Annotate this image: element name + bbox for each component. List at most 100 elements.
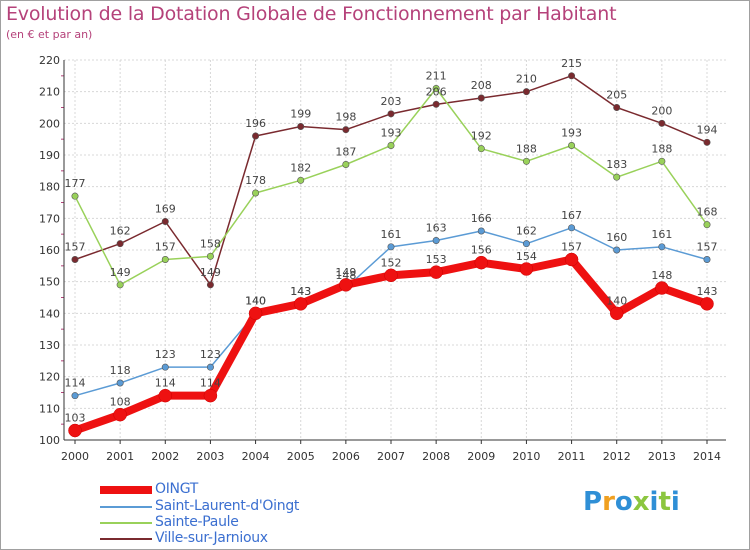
x-tick-label: 2014 xyxy=(693,450,721,463)
data-point xyxy=(522,88,530,96)
legend-label-oingt: OINGT xyxy=(155,481,199,497)
legend-label-sainte-paule: Sainte-Paule xyxy=(155,514,239,530)
data-point xyxy=(658,243,666,251)
data-point xyxy=(432,85,440,93)
legend-item-oingt: OINGT xyxy=(100,481,420,498)
legend-label-ville-sur-jarnioux: Ville-sur-Jarnioux xyxy=(155,530,268,546)
x-tick-label: 2007 xyxy=(377,450,405,463)
legend-item-saint-laurent-d-oingt: Saint-Laurent-d'Oingt xyxy=(100,498,420,515)
data-label: 215 xyxy=(561,57,582,70)
data-label: 143 xyxy=(290,285,311,298)
y-tick-label: 190 xyxy=(39,149,60,162)
data-point xyxy=(71,392,79,400)
data-point xyxy=(474,255,489,270)
data-label: 157 xyxy=(697,241,718,254)
y-tick-label: 110 xyxy=(39,402,60,415)
data-point xyxy=(252,189,260,197)
y-tick-label: 200 xyxy=(39,117,60,130)
data-label: 166 xyxy=(471,212,492,225)
data-label: 153 xyxy=(426,253,447,266)
data-point xyxy=(161,363,169,371)
data-point xyxy=(158,388,173,403)
data-point xyxy=(519,262,534,276)
data-point xyxy=(613,104,621,112)
data-point xyxy=(564,252,579,267)
data-label: 152 xyxy=(381,256,402,269)
data-label: 206 xyxy=(426,85,447,98)
data-point xyxy=(703,138,711,146)
data-label: 149 xyxy=(200,266,221,279)
data-point xyxy=(522,240,530,248)
data-point xyxy=(116,379,124,387)
data-label: 156 xyxy=(471,244,492,257)
data-label: 187 xyxy=(335,146,356,159)
data-point xyxy=(339,278,353,292)
y-tick-label: 210 xyxy=(39,86,60,99)
x-tick-label: 2002 xyxy=(151,450,179,463)
data-label: 199 xyxy=(290,108,311,121)
data-point xyxy=(116,281,124,289)
data-point xyxy=(568,72,576,80)
data-label: 143 xyxy=(697,285,718,298)
logo-letter: r xyxy=(602,487,615,517)
data-point xyxy=(703,221,711,229)
data-point xyxy=(342,126,350,134)
data-label: 123 xyxy=(155,348,176,361)
data-point xyxy=(116,240,124,248)
data-point xyxy=(432,237,440,245)
data-label: 210 xyxy=(516,73,537,86)
data-point xyxy=(161,255,169,263)
x-tick-label: 2004 xyxy=(242,450,270,463)
x-tick-label: 2001 xyxy=(106,450,134,463)
data-point xyxy=(613,246,621,254)
y-tick-label: 220 xyxy=(39,54,60,67)
y-tick-label: 150 xyxy=(39,276,60,289)
x-tick-label: 2013 xyxy=(648,450,676,463)
data-point xyxy=(248,306,263,321)
data-point xyxy=(477,145,485,153)
data-point xyxy=(703,255,711,263)
data-label: 182 xyxy=(290,161,311,174)
data-label: 193 xyxy=(381,127,402,140)
data-label: 193 xyxy=(561,127,582,140)
data-point xyxy=(252,132,260,140)
data-point xyxy=(206,281,214,289)
data-label: 211 xyxy=(426,70,447,83)
data-point xyxy=(568,142,576,150)
x-tick-label: 2009 xyxy=(467,450,495,463)
data-label: 169 xyxy=(155,203,176,216)
x-tick-label: 2000 xyxy=(61,450,89,463)
proxiti-logo: Proxiti xyxy=(583,487,680,517)
legend-swatch-sainte-paule xyxy=(100,522,152,524)
data-point xyxy=(568,224,576,232)
data-label: 161 xyxy=(381,228,402,241)
x-tick-label: 2011 xyxy=(558,450,586,463)
data-label: 188 xyxy=(651,142,672,155)
data-label: 140 xyxy=(245,294,266,307)
data-label: 160 xyxy=(606,231,627,244)
data-point xyxy=(68,423,82,438)
data-point xyxy=(658,157,666,165)
data-point xyxy=(613,173,621,181)
data-point xyxy=(658,119,666,127)
data-label: 114 xyxy=(200,377,221,390)
data-label: 114 xyxy=(155,377,176,390)
data-point xyxy=(387,243,395,251)
data-point xyxy=(384,268,398,283)
y-tick-label: 100 xyxy=(39,434,60,447)
legend-swatch-ville-sur-jarnioux xyxy=(100,538,152,540)
data-label: 149 xyxy=(335,266,356,279)
y-tick-label: 120 xyxy=(39,371,60,384)
data-point xyxy=(206,363,214,371)
logo-letter: i xyxy=(649,487,659,517)
data-point xyxy=(71,192,79,200)
logo-letter: t xyxy=(658,487,671,517)
data-label: 200 xyxy=(651,104,672,117)
data-label: 168 xyxy=(697,206,718,219)
data-label: 114 xyxy=(65,377,86,390)
x-tick-label: 2005 xyxy=(287,450,315,463)
legend-item-ville-sur-jarnioux: Ville-sur-Jarnioux xyxy=(100,530,420,547)
data-label: 108 xyxy=(110,396,131,409)
data-label: 208 xyxy=(471,79,492,92)
legend-swatch-saint-laurent-d-oingt xyxy=(100,506,152,508)
